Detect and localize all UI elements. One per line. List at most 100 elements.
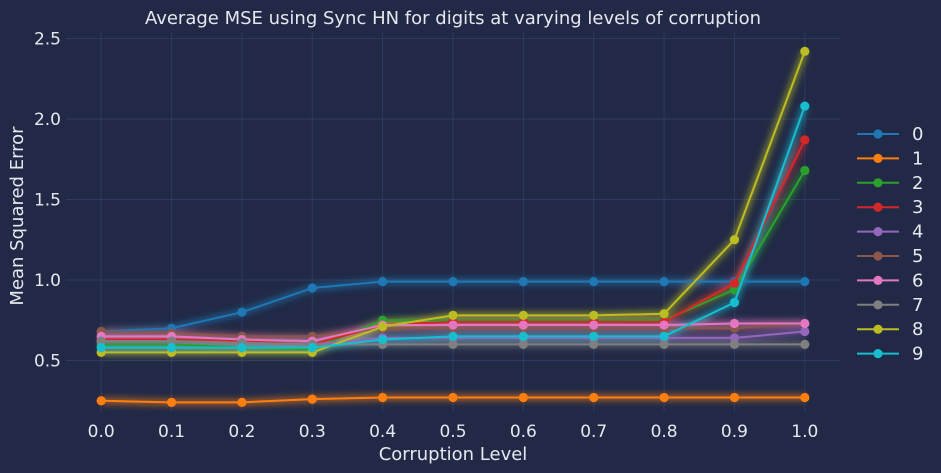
series-6-point: [518, 320, 528, 330]
series-6-point: [589, 320, 599, 330]
series-8-point: [589, 310, 599, 320]
y-tick-label: 2.5: [34, 29, 61, 49]
series-8-point: [729, 235, 740, 245]
series-9-point: [659, 331, 669, 341]
series-9-point: [518, 331, 528, 341]
series-7-point: [518, 339, 528, 349]
legend-item-4: 4: [857, 222, 923, 243]
legend-item-0: 0: [857, 124, 923, 145]
legend-marker: [873, 349, 883, 359]
legend-marker: [873, 153, 883, 163]
series-7: [96, 336, 810, 349]
series-8-point: [800, 46, 810, 56]
legend-marker: [873, 178, 883, 188]
series-0-point: [237, 307, 247, 317]
series-2-point: [800, 165, 810, 176]
chart-title: Average MSE using Sync HN for digits at …: [145, 8, 761, 29]
series-7-point: [166, 336, 177, 346]
legend-label: 3: [912, 197, 923, 218]
legend-label: 4: [912, 222, 923, 243]
y-tick-label: 1.0: [34, 271, 61, 291]
series-9: [96, 101, 810, 353]
legend-label: 2: [912, 173, 923, 194]
x-tick-label: 0.3: [299, 422, 326, 442]
series-0-point: [448, 276, 458, 287]
series-1-point: [589, 392, 599, 403]
series-7-point: [729, 339, 740, 349]
series-1-point: [378, 392, 388, 403]
legend-label: 6: [912, 270, 923, 291]
legend-item-8: 8: [857, 319, 923, 340]
series-1-point: [659, 392, 669, 403]
series-1-point: [518, 392, 528, 403]
series-8-point: [518, 310, 528, 320]
legend-item-5: 5: [857, 246, 923, 267]
series-0-point: [589, 276, 599, 287]
series-1-point: [237, 397, 247, 407]
series-9-point: [378, 334, 388, 345]
series-9-point: [237, 342, 247, 353]
x-tick-label: 0.0: [88, 422, 115, 442]
legend-marker: [873, 227, 883, 237]
series-9-point: [800, 101, 810, 111]
series-1-point: [800, 392, 810, 403]
x-tick-label: 0.5: [439, 422, 466, 442]
series-8-point: [659, 309, 669, 319]
series-0-point: [659, 276, 669, 287]
legend-label: 8: [912, 319, 923, 340]
series-0-point: [378, 276, 388, 287]
series-4-point: [729, 333, 740, 343]
x-tick-label: 0.6: [510, 422, 537, 442]
series-9-point: [448, 331, 458, 341]
series-8-point: [378, 322, 388, 332]
x-tick-label: 0.7: [580, 422, 607, 442]
series-1-point: [96, 396, 106, 406]
y-axis-label: Mean Squared Error: [7, 126, 28, 306]
series-8: [96, 46, 810, 358]
x-tick-label: 0.8: [651, 422, 678, 442]
series-1-point: [166, 397, 177, 407]
series-7-point: [659, 339, 669, 349]
y-tick-label: 0.5: [34, 351, 61, 371]
legend-marker: [873, 129, 883, 139]
x-tick-label: 0.1: [158, 422, 185, 442]
y-tick-label: 2.0: [34, 110, 61, 130]
series-9-point: [96, 342, 106, 353]
series-6-point: [448, 320, 458, 330]
series-0-point: [307, 283, 317, 293]
x-tick-label: 0.4: [369, 422, 396, 442]
series-4-point: [800, 326, 810, 337]
legend-item-1: 1: [857, 148, 923, 169]
x-tick-label: 1.0: [791, 422, 818, 442]
y-tick-labels: 0.5 1.0 1.5 2.0 2.5: [34, 29, 61, 371]
series-7-point: [800, 339, 810, 349]
series-3-point: [800, 135, 810, 145]
legend-marker: [873, 300, 883, 310]
series-6-point: [659, 320, 669, 330]
legend-marker: [873, 251, 883, 261]
series-1-point: [729, 392, 740, 403]
series-9-point: [589, 331, 599, 341]
series-3-point: [729, 278, 740, 288]
legend-marker: [873, 275, 883, 285]
legend-item-2: 2: [857, 173, 923, 194]
legend-item-3: 3: [857, 197, 923, 218]
legend-label: 1: [912, 148, 923, 169]
series-7-point: [448, 339, 458, 349]
legend-item-9: 9: [857, 344, 923, 365]
x-axis-label: Corruption Level: [379, 444, 528, 465]
series-1: [96, 392, 810, 407]
legend-label: 0: [912, 124, 923, 145]
series-9-point: [729, 297, 740, 308]
series-9-point: [307, 342, 317, 353]
y-tick-label: 1.5: [34, 190, 61, 210]
series-7-point: [96, 336, 106, 346]
legend-marker: [873, 202, 883, 212]
series-1-point: [307, 394, 317, 404]
series-2-point: [729, 285, 740, 295]
x-tick-label: 0.2: [228, 422, 255, 442]
series-6-point: [729, 318, 740, 329]
legend: 0 1 2 3 4 5 6 7 8 9: [857, 124, 923, 365]
x-tick-label: 0.9: [721, 422, 748, 442]
